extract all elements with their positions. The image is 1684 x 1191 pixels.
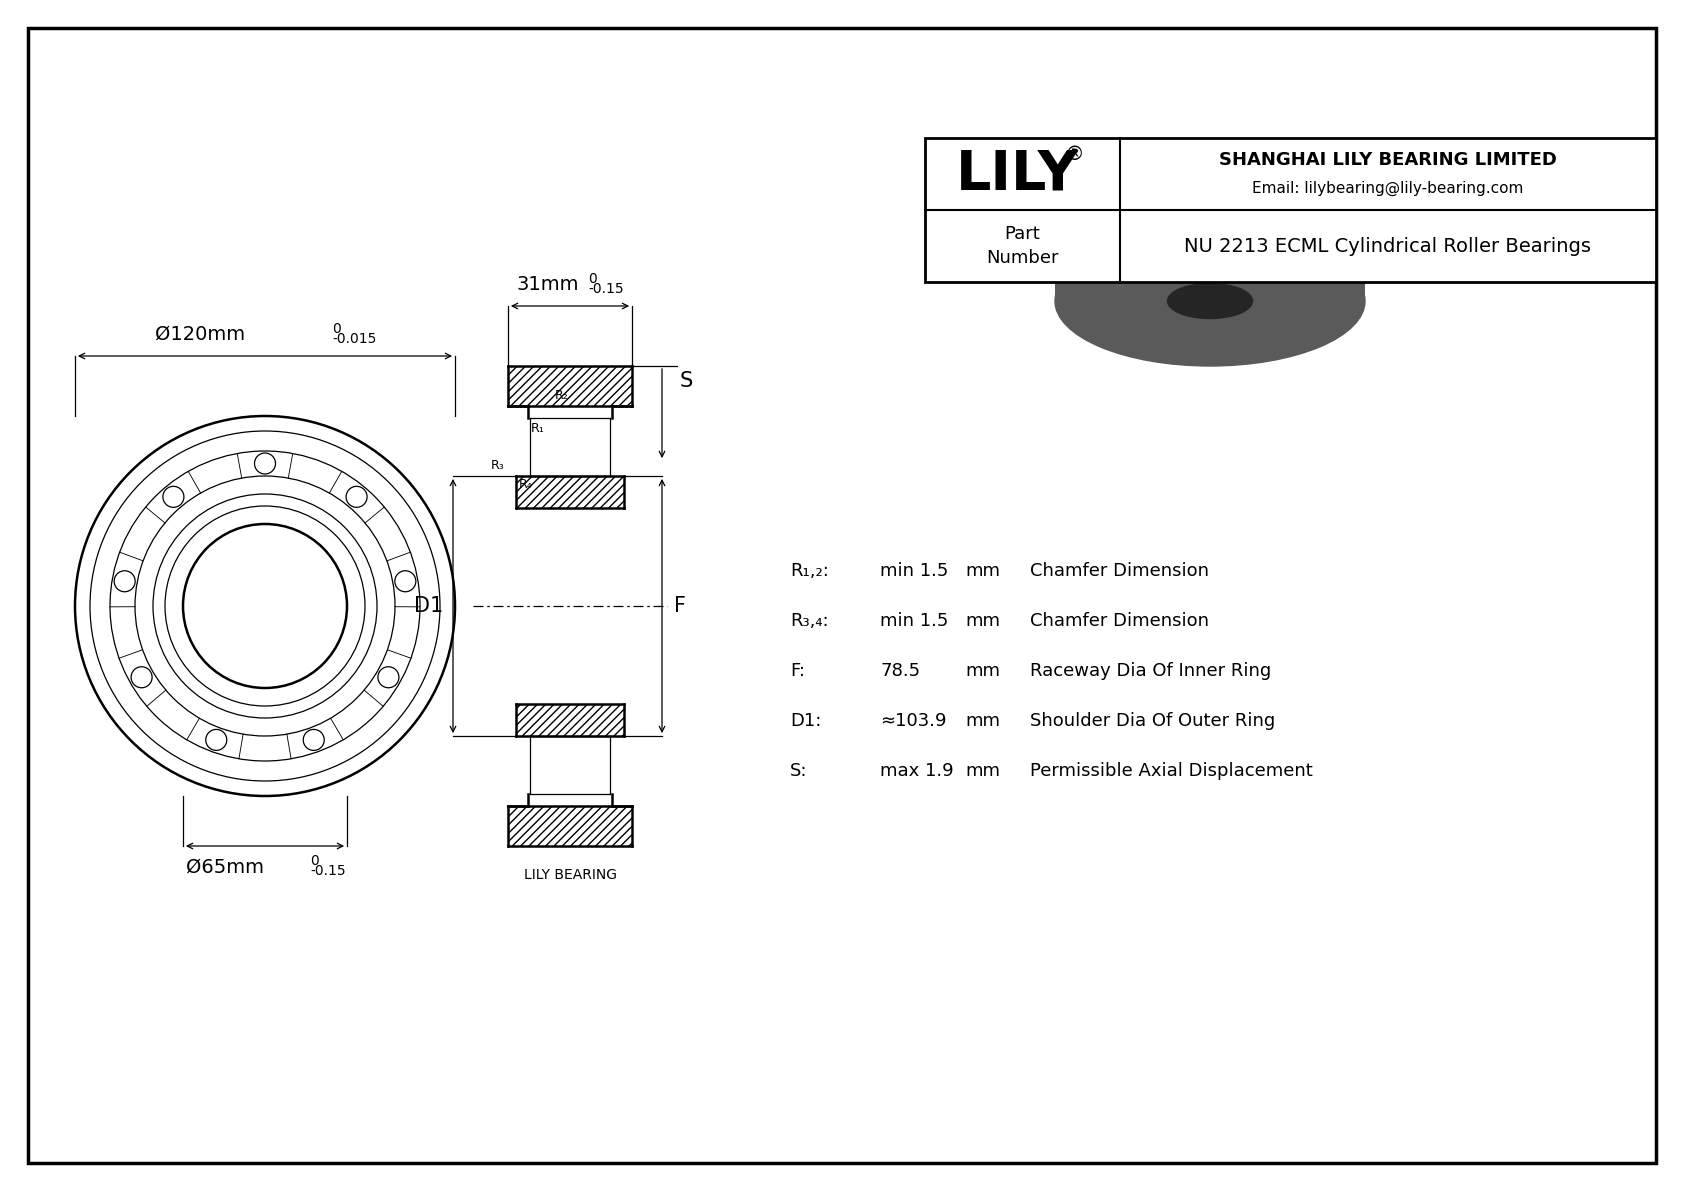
Text: max 1.9: max 1.9: [881, 762, 953, 780]
Ellipse shape: [1113, 173, 1307, 249]
Ellipse shape: [1201, 177, 1219, 185]
Text: S:: S:: [790, 762, 808, 780]
Text: Permissible Axial Displacement: Permissible Axial Displacement: [1031, 762, 1314, 780]
Text: Email: lilybearing@lily-bearing.com: Email: lilybearing@lily-bearing.com: [1253, 180, 1524, 195]
Ellipse shape: [1054, 151, 1366, 272]
Text: R₄: R₄: [519, 478, 532, 491]
Text: mm: mm: [965, 712, 1000, 730]
Text: 78.5: 78.5: [881, 662, 919, 680]
Text: LILY: LILY: [957, 146, 1079, 201]
Text: mm: mm: [965, 762, 1000, 780]
Text: mm: mm: [965, 562, 1000, 580]
Ellipse shape: [1256, 186, 1276, 194]
Text: 0: 0: [588, 272, 596, 286]
Ellipse shape: [1127, 195, 1147, 204]
Text: 0: 0: [332, 322, 340, 336]
Text: R₃,₄:: R₃,₄:: [790, 612, 829, 630]
Text: F:: F:: [790, 662, 805, 680]
Text: R₁: R₁: [530, 422, 544, 435]
Text: min 1.5: min 1.5: [881, 612, 948, 630]
Text: F: F: [674, 596, 685, 616]
Text: Shoulder Dia Of Outer Ring: Shoulder Dia Of Outer Ring: [1031, 712, 1275, 730]
Text: D1:: D1:: [790, 712, 822, 730]
Text: -0.15: -0.15: [310, 863, 345, 878]
Text: Ø65mm: Ø65mm: [185, 858, 264, 877]
Ellipse shape: [1095, 166, 1325, 256]
Text: S: S: [680, 372, 694, 391]
Text: D1: D1: [414, 596, 443, 616]
Ellipse shape: [1123, 177, 1297, 245]
Bar: [509, 806, 632, 846]
Text: LILY BEARING: LILY BEARING: [524, 868, 616, 883]
Ellipse shape: [1155, 189, 1265, 232]
Bar: [925, 138, 1655, 282]
Text: -0.15: -0.15: [588, 282, 623, 297]
Ellipse shape: [1273, 195, 1293, 204]
Bar: [515, 704, 625, 736]
Text: Chamfer Dimension: Chamfer Dimension: [1031, 562, 1209, 580]
Ellipse shape: [1054, 146, 1366, 276]
Text: mm: mm: [965, 662, 1000, 680]
Bar: [509, 366, 632, 406]
Polygon shape: [1054, 211, 1366, 301]
Text: Chamfer Dimension: Chamfer Dimension: [1031, 612, 1209, 630]
Text: -0.015: -0.015: [332, 332, 377, 347]
Text: ®: ®: [1064, 144, 1084, 163]
Ellipse shape: [1172, 197, 1248, 225]
Text: R₁,₂:: R₁,₂:: [790, 562, 829, 580]
Text: 31mm: 31mm: [517, 275, 579, 294]
Ellipse shape: [1280, 207, 1300, 216]
Text: NU 2213 ECML Cylindrical Roller Bearings: NU 2213 ECML Cylindrical Roller Bearings: [1184, 237, 1591, 256]
Text: R₃: R₃: [492, 459, 505, 472]
Text: R₂: R₂: [554, 389, 568, 403]
Ellipse shape: [1167, 283, 1253, 318]
Text: Raceway Dia Of Inner Ring: Raceway Dia Of Inner Ring: [1031, 662, 1271, 680]
Ellipse shape: [1143, 186, 1164, 194]
Ellipse shape: [1054, 151, 1366, 272]
Ellipse shape: [1054, 236, 1366, 366]
Text: min 1.5: min 1.5: [881, 562, 948, 580]
Text: SHANGHAI LILY BEARING LIMITED: SHANGHAI LILY BEARING LIMITED: [1219, 151, 1558, 169]
Text: mm: mm: [965, 612, 1000, 630]
Ellipse shape: [1169, 180, 1189, 187]
Bar: [515, 476, 625, 509]
Text: Ø120mm: Ø120mm: [155, 325, 246, 344]
Text: Part
Number: Part Number: [987, 225, 1059, 267]
Text: ≈103.9: ≈103.9: [881, 712, 946, 730]
Ellipse shape: [1231, 180, 1251, 187]
Text: 0: 0: [310, 854, 318, 868]
